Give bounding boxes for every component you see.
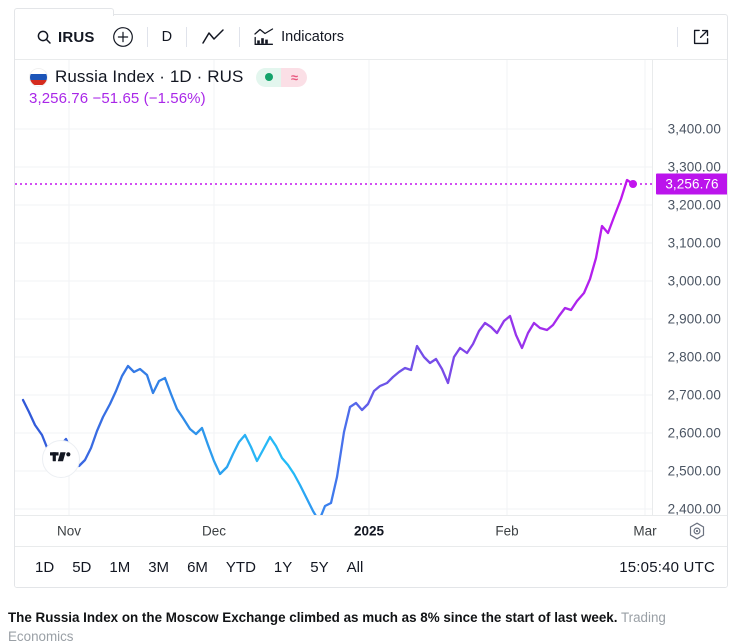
interval-button[interactable]: D: [153, 22, 181, 52]
caption-text: The Russia Index on the Moscow Exchange …: [8, 610, 618, 625]
time-tick-2025: 2025: [353, 523, 385, 539]
range-toolbar: 1D 5D 1M 3M 6M YTD 1Y 5Y All 15:05:40 UT…: [15, 546, 727, 587]
last-price-marker: [629, 180, 637, 188]
caption-source: Trading Economics: [8, 610, 666, 644]
range-button-1d[interactable]: 1D: [35, 559, 55, 576]
widget-tab-notch: [14, 8, 114, 16]
current-price-badge: 3,256.76: [656, 173, 727, 195]
price-tick-2900: 2,900.00: [667, 311, 721, 327]
time-tick-dec: Dec: [201, 523, 227, 539]
price-tick-3400: 3,400.00: [667, 121, 721, 137]
clock-label: 15:05:40 UTC: [619, 559, 715, 576]
price-tick-2700: 2,700.00: [667, 387, 721, 403]
range-button-5y[interactable]: 5Y: [310, 559, 329, 576]
range-button-1m[interactable]: 1M: [109, 559, 131, 576]
range-button-6m[interactable]: 6M: [187, 559, 208, 576]
price-tick-2600: 2,600.00: [667, 425, 721, 441]
price-tick-2800: 2,800.00: [667, 349, 721, 365]
time-tick-feb: Feb: [495, 523, 519, 539]
external-link-icon: [691, 27, 711, 47]
price-tick-3000: 3,000.00: [667, 273, 721, 289]
time-tick-nov: Nov: [56, 523, 82, 539]
time-axis[interactable]: Nov Dec 2025 Feb Mar: [15, 515, 727, 546]
vertical-gridlines: [68, 60, 646, 515]
fullscreen-button[interactable]: [683, 22, 719, 52]
symbol-label: IRUS: [58, 28, 95, 46]
price-series-line: [21, 178, 635, 515]
line-chart-icon: [201, 28, 225, 46]
chart-area: Russia Index · 1D · RUS ≈ 3,256.76 −51.6…: [15, 60, 727, 555]
chart-toolbar: IRUS D: [15, 15, 727, 60]
indicators-label: Indicators: [281, 29, 344, 45]
toolbar-divider-4: [677, 27, 678, 47]
chart-settings-icon[interactable]: [687, 521, 707, 541]
add-symbol-button[interactable]: [104, 22, 142, 52]
chart-svg: [15, 60, 652, 515]
range-button-3m[interactable]: 3M: [148, 559, 170, 576]
price-tick-2400: 2,400.00: [667, 501, 721, 517]
chart-plot[interactable]: [15, 60, 652, 515]
range-button-1y[interactable]: 1Y: [273, 559, 293, 576]
symbol-search-button[interactable]: IRUS: [27, 22, 104, 52]
range-button-5d[interactable]: 5D: [72, 559, 92, 576]
price-tick-3100: 3,100.00: [667, 235, 721, 251]
range-button-ytd[interactable]: YTD: [225, 559, 256, 576]
tradingview-logo: [42, 440, 80, 478]
chart-caption: The Russia Index on the Moscow Exchange …: [8, 608, 734, 644]
interval-label: D: [161, 29, 173, 45]
tradingview-chart-widget: IRUS D: [14, 14, 728, 588]
toolbar-divider-2: [186, 27, 188, 47]
indicators-icon: [254, 28, 274, 46]
toolbar-divider-1: [146, 27, 148, 47]
price-tick-2500: 2,500.00: [667, 463, 721, 479]
chart-type-button[interactable]: [192, 22, 234, 52]
indicators-button[interactable]: Indicators: [245, 22, 353, 52]
time-tick-mar: Mar: [633, 523, 657, 539]
horizontal-gridlines: [15, 128, 652, 510]
price-tick-3200: 3,200.00: [667, 197, 721, 213]
plus-circle-icon: [112, 26, 134, 48]
price-tick-3300: 3,300.00: [667, 159, 721, 175]
price-axis[interactable]: 3,400.00 3,300.00 3,200.00 3,100.00 3,00…: [652, 60, 727, 555]
range-button-all[interactable]: All: [346, 559, 364, 576]
toolbar-divider-3: [239, 27, 241, 47]
search-icon: [36, 29, 52, 45]
